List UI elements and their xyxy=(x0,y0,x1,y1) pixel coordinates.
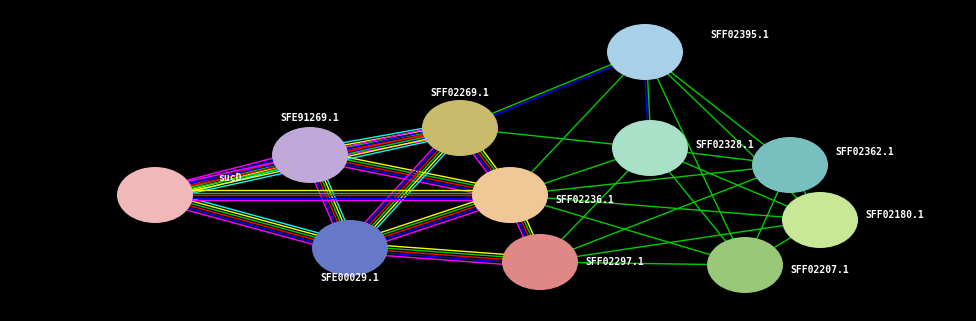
Text: SFF02236.1: SFF02236.1 xyxy=(555,195,614,205)
Text: SFE91269.1: SFE91269.1 xyxy=(281,113,340,123)
Text: SFF02362.1: SFF02362.1 xyxy=(835,147,894,157)
Text: SFE00029.1: SFE00029.1 xyxy=(321,273,380,283)
Ellipse shape xyxy=(707,237,783,293)
Text: SFF02395.1: SFF02395.1 xyxy=(710,30,769,40)
Text: SFF02269.1: SFF02269.1 xyxy=(430,88,489,98)
Text: SFF02328.1: SFF02328.1 xyxy=(695,140,753,150)
Ellipse shape xyxy=(612,120,688,176)
Text: sucD: sucD xyxy=(218,173,241,183)
Ellipse shape xyxy=(472,167,548,223)
Ellipse shape xyxy=(422,100,498,156)
Text: SFF02297.1: SFF02297.1 xyxy=(585,257,644,267)
Text: SFF02180.1: SFF02180.1 xyxy=(865,210,923,220)
Ellipse shape xyxy=(117,167,193,223)
Ellipse shape xyxy=(502,234,578,290)
Ellipse shape xyxy=(607,24,683,80)
Ellipse shape xyxy=(752,137,828,193)
Ellipse shape xyxy=(312,220,388,276)
Ellipse shape xyxy=(272,127,348,183)
Text: SFF02207.1: SFF02207.1 xyxy=(790,265,849,275)
Ellipse shape xyxy=(782,192,858,248)
